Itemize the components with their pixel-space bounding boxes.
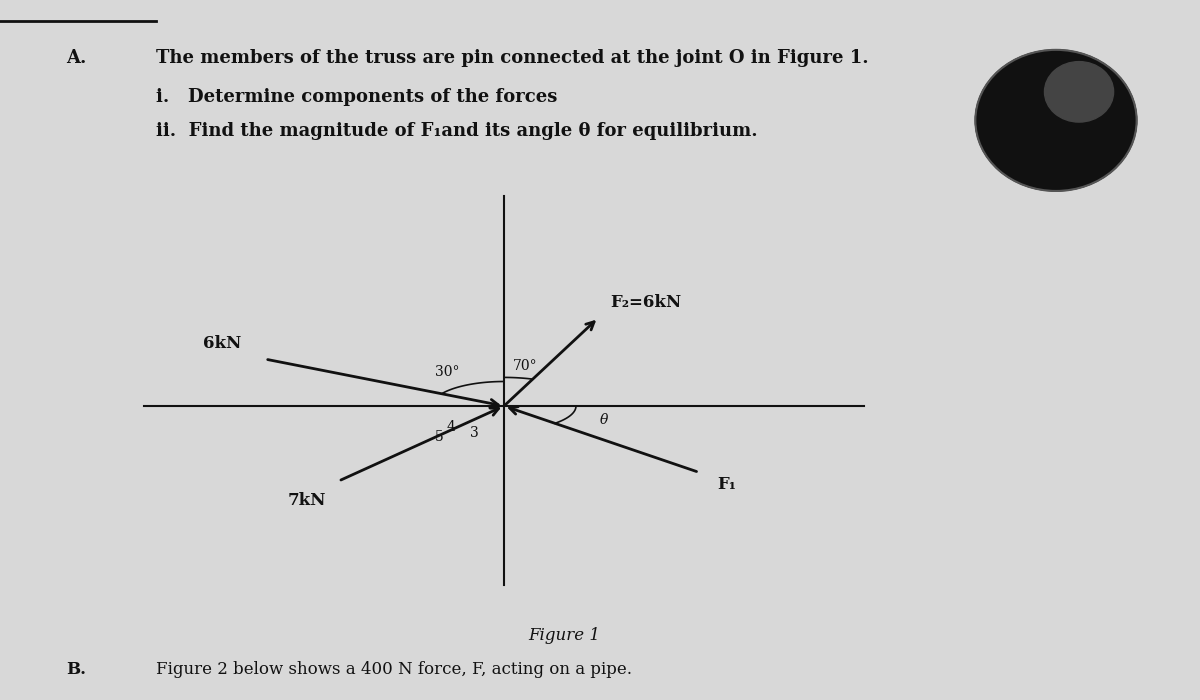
Text: 6kN: 6kN (203, 335, 241, 352)
Text: F₁: F₁ (718, 476, 736, 493)
Text: i.   Determine components of the forces: i. Determine components of the forces (156, 88, 557, 106)
Text: ii.  Find the magnitude of F₁and its angle θ for equilibrium.: ii. Find the magnitude of F₁and its angl… (156, 122, 757, 141)
Text: 30°: 30° (434, 365, 460, 379)
Text: B.: B. (66, 662, 86, 678)
Circle shape (1044, 62, 1114, 122)
Text: 3: 3 (469, 426, 479, 440)
Text: θ: θ (600, 413, 608, 427)
Text: F₂=6kN: F₂=6kN (611, 294, 682, 311)
Circle shape (976, 50, 1136, 191)
Text: The members of the truss are pin connected at the joint O in Figure 1.: The members of the truss are pin connect… (156, 49, 869, 67)
Text: A.: A. (66, 49, 86, 67)
Text: 7kN: 7kN (288, 491, 326, 509)
Text: Figure 1: Figure 1 (528, 627, 600, 644)
Text: 70°: 70° (512, 359, 538, 373)
Text: Figure 2 below shows a 400 N force, F, acting on a pipe.: Figure 2 below shows a 400 N force, F, a… (156, 662, 632, 678)
Text: 5: 5 (434, 430, 444, 444)
Text: 4: 4 (446, 420, 456, 434)
